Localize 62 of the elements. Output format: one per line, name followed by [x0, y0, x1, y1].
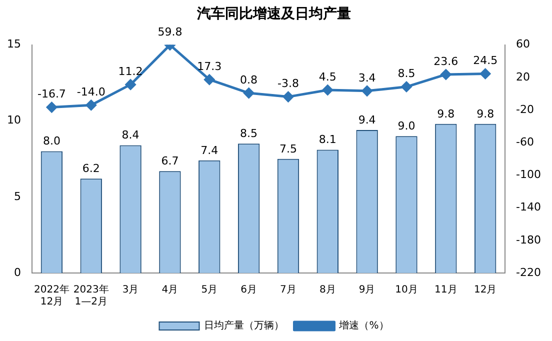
x-tick-label: 10月 [395, 284, 418, 296]
data-label: -14.0 [76, 85, 106, 98]
data-label: 3.4 [358, 71, 376, 84]
data-label: 6.2 [82, 162, 100, 176]
point [282, 92, 294, 102]
data-label: 7.4 [200, 144, 218, 157]
data-label: -3.8 [277, 77, 299, 90]
x-tick-label: 8月 [319, 284, 336, 296]
x-tick-label: 2023年 1—2月 [73, 284, 109, 308]
x-tick-label: 2022年 12月 [34, 284, 70, 308]
data-label: 0.8 [240, 73, 258, 86]
x-tick-label: 12月 [474, 284, 497, 296]
data-label: 9.8 [437, 107, 455, 120]
x-tick-label: 11月 [434, 284, 458, 296]
data-label: 8.5 [398, 67, 416, 80]
data-label: 6.7 [161, 154, 179, 168]
point [204, 74, 215, 85]
data-label: 23.6 [434, 54, 458, 68]
data-label: 9.8 [476, 107, 494, 120]
data-label: 4.5 [318, 70, 336, 84]
data-label: 7.5 [279, 142, 297, 156]
data-label: 17.3 [197, 60, 222, 73]
y-tick-label: 0 [14, 266, 21, 279]
data-label: 59.8 [158, 25, 182, 38]
chart-title: 汽车同比增速及日均产量 [196, 5, 351, 22]
point [46, 102, 57, 113]
data-label: 9.4 [358, 113, 376, 126]
point [86, 100, 96, 110]
data-label: 11.2 [118, 64, 143, 78]
y2-tick-label: -180 [516, 233, 542, 246]
data-label: 8.0 [42, 134, 60, 148]
point [401, 82, 412, 92]
data-label: 24.5 [473, 54, 498, 68]
point [480, 68, 491, 79]
y-tick-label: 5 [14, 190, 21, 203]
data-label: 8.4 [122, 128, 140, 142]
y2-tick-label: -20 [516, 102, 534, 116]
data-label: -16.7 [37, 88, 66, 101]
point [125, 79, 136, 90]
y-tick-label: 15 [6, 38, 21, 51]
data-label: 8.1 [318, 133, 336, 146]
y-tick-label: 10 [6, 114, 21, 127]
x-tick-label: 7月 [280, 284, 296, 296]
y2-tick-label: -100 [516, 168, 542, 182]
y2-tick-label: -60 [516, 135, 534, 148]
x-tick-label: 5月 [201, 284, 218, 296]
point [322, 84, 333, 96]
x-tick-label: 3月 [122, 284, 139, 296]
y2-tick-label: 60 [516, 38, 530, 51]
y2-tick-label: -140 [516, 200, 542, 214]
point [244, 88, 254, 98]
x-tick-label: 4月 [162, 284, 178, 296]
y2-tick-label: -220 [516, 266, 542, 279]
y2-tick-label: 20 [516, 70, 530, 84]
data-label: 9.0 [398, 119, 416, 132]
x-tick-label: 9月 [358, 284, 376, 296]
legend-label: 日均产量（万辆） [204, 320, 284, 332]
data-label: 8.5 [240, 127, 258, 140]
x-tick-label: 6月 [240, 284, 257, 296]
point [440, 69, 452, 80]
point [362, 86, 372, 96]
legend-label: 增速（%） [338, 320, 389, 332]
